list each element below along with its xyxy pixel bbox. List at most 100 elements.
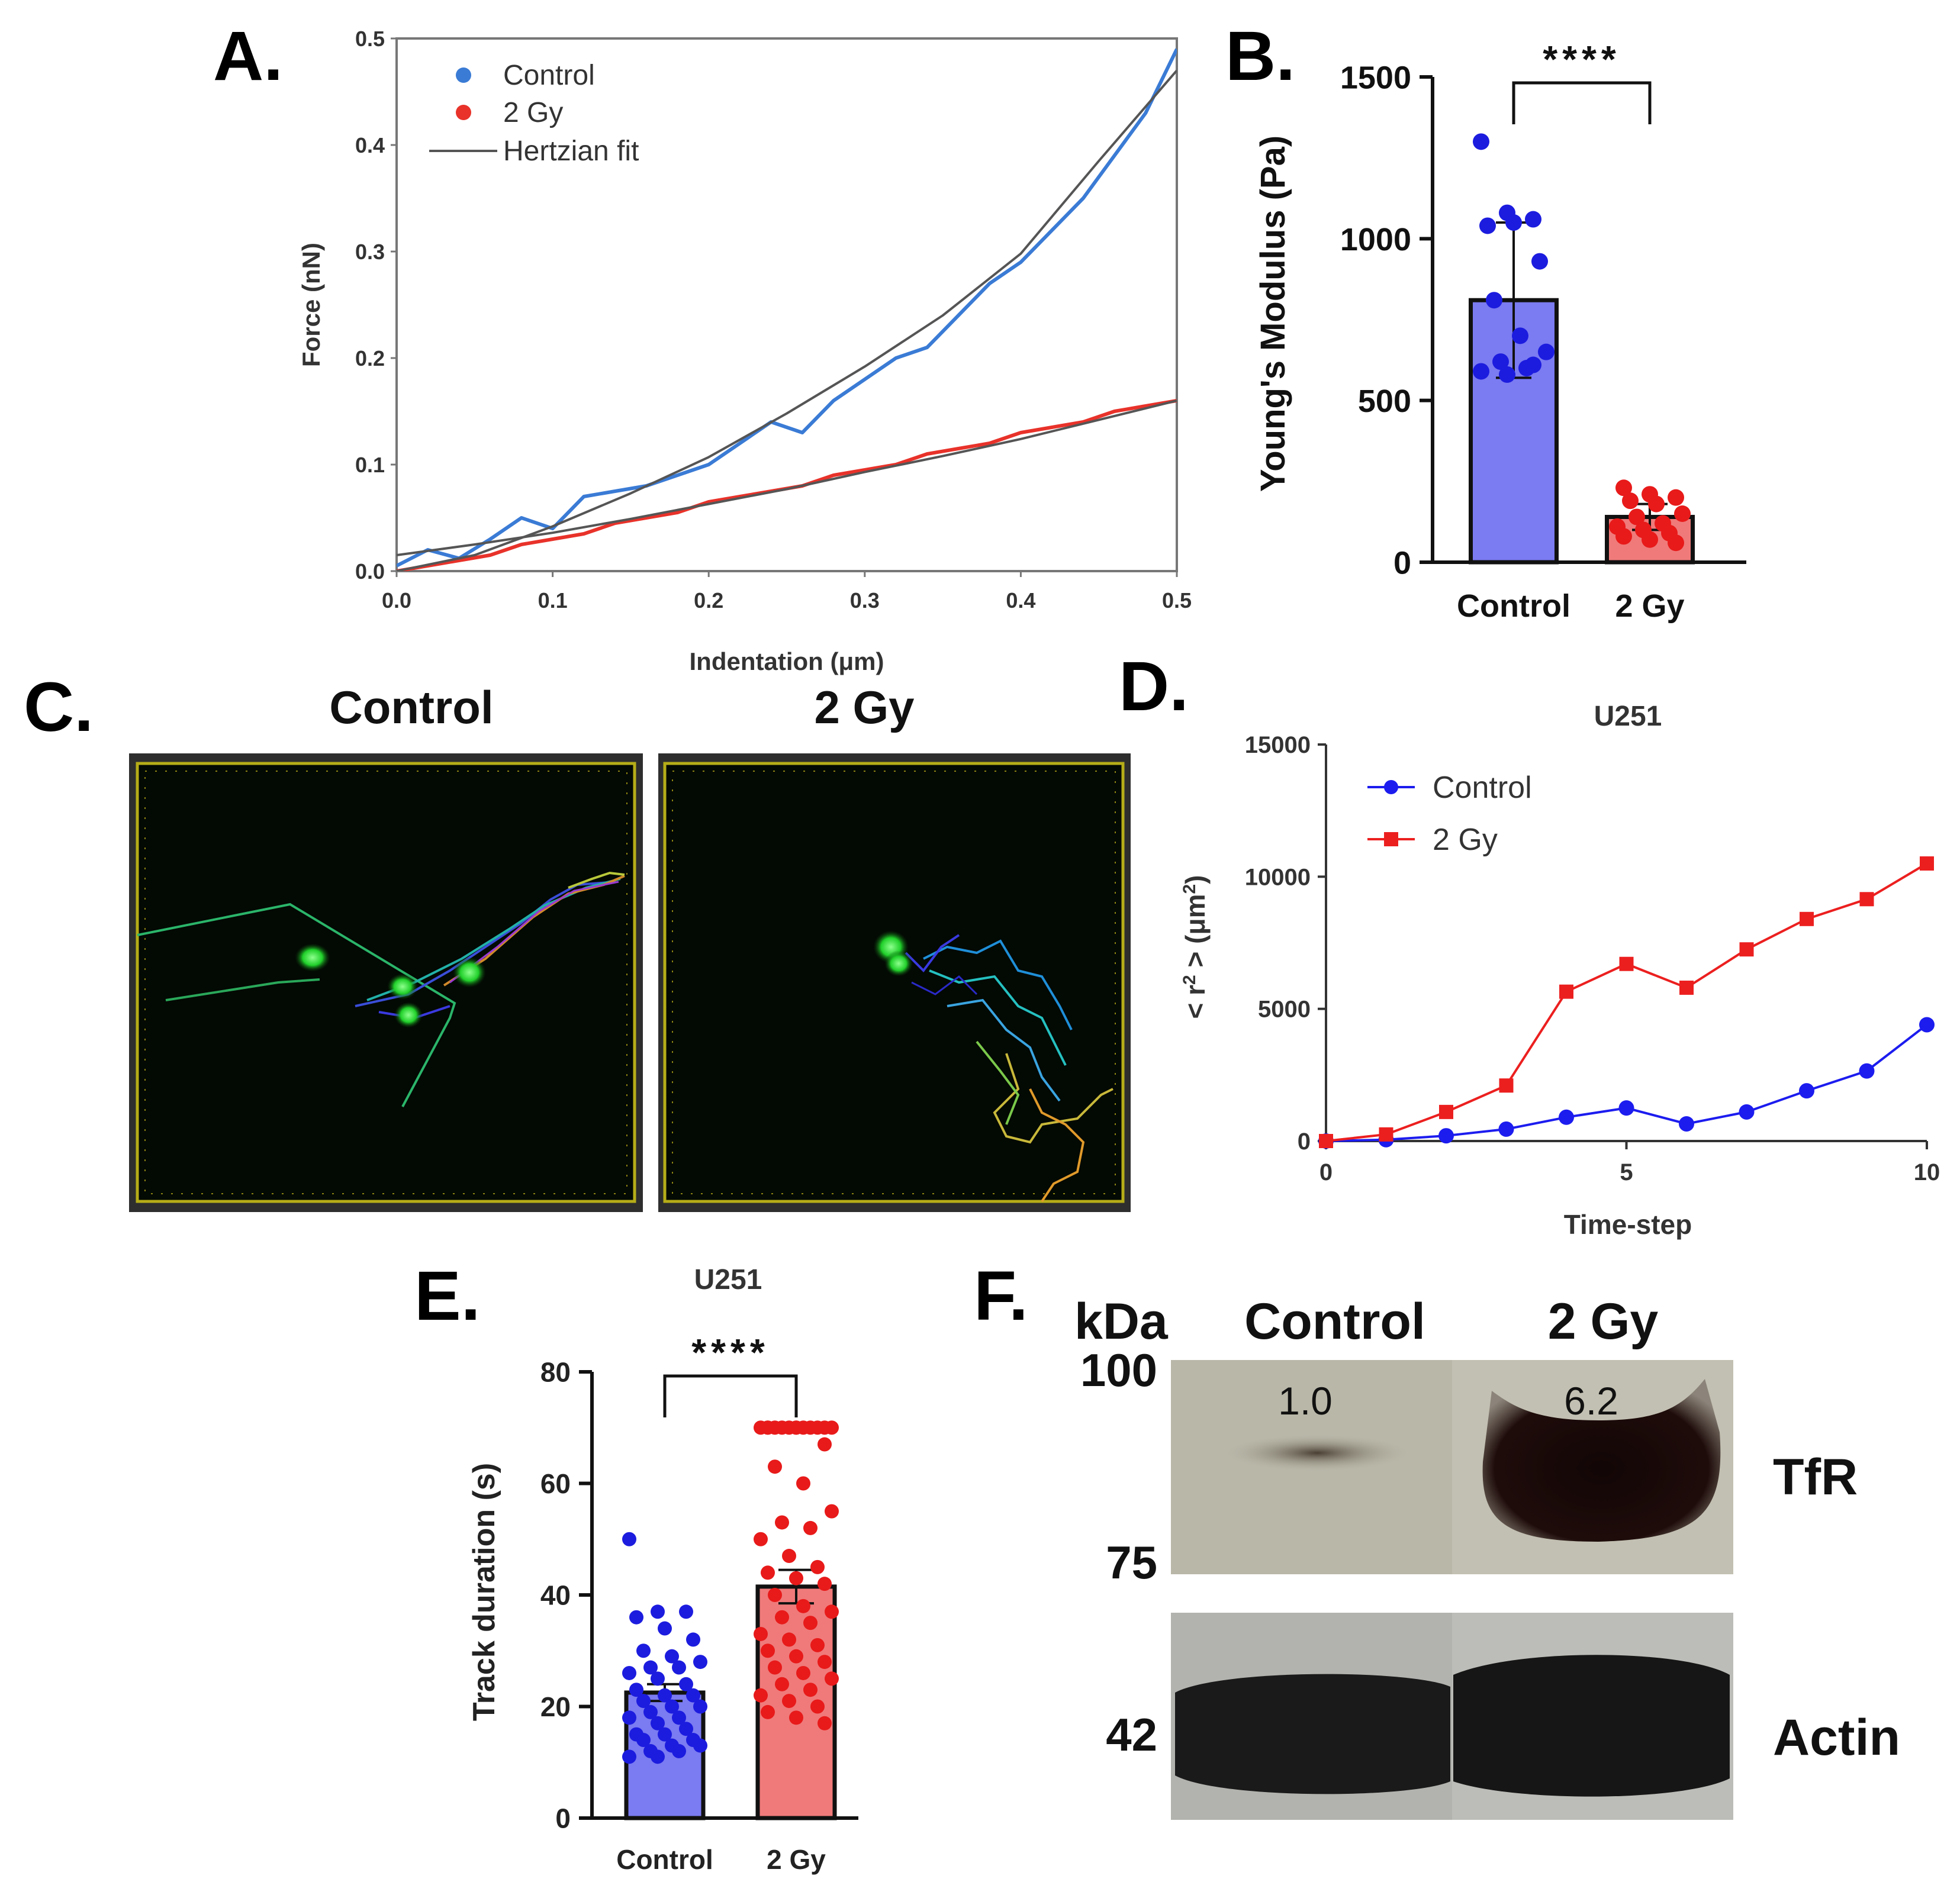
e-data-point (679, 1722, 693, 1736)
d-legend-control-label: Control (1433, 771, 1532, 805)
panel-a-xlabel: Indentation (μm) (690, 647, 884, 675)
e-data-point (810, 1638, 825, 1652)
d-legend-2gy-label: 2 Gy (1433, 823, 1498, 857)
e-data-point (775, 1610, 789, 1625)
blot-marker-100: 100 (1080, 1344, 1157, 1396)
d-series-2gy-point (1499, 1078, 1514, 1093)
e-data-point (761, 1420, 775, 1435)
d-series-control-point (1679, 1116, 1694, 1132)
e-bar-control (624, 1690, 706, 1820)
panel-letter-f: F. (974, 1257, 1028, 1335)
a-xtick-label: 0.3 (850, 588, 880, 613)
b-data-point (1473, 363, 1489, 380)
legend-fit-label: Hertzian fit (503, 136, 639, 167)
b-data-point (1668, 489, 1684, 506)
e-data-point (789, 1649, 803, 1664)
e-data-point (789, 1571, 803, 1585)
e-data-point (782, 1549, 796, 1564)
e-data-point (789, 1420, 803, 1435)
d-series-control-point (1618, 1100, 1634, 1116)
e-data-point (761, 1704, 775, 1719)
d-series-2gy-point (1379, 1127, 1393, 1142)
e-data-point (693, 1738, 707, 1753)
e-data-point (672, 1744, 686, 1758)
panel-e-ylabel: Track duration (s) (467, 1463, 501, 1721)
b-data-point (1479, 217, 1496, 234)
e-data-point (768, 1588, 782, 1602)
b-data-point (1486, 292, 1502, 309)
d-ylabel-part1: < r (1180, 985, 1211, 1019)
e-data-point (754, 1532, 768, 1546)
e-data-point (672, 1660, 686, 1675)
b-data-point (1615, 528, 1632, 545)
e-data-point (622, 1749, 636, 1764)
e-data-point (796, 1476, 810, 1491)
b-data-point (1615, 479, 1632, 497)
d-ytick-label: 15000 (1245, 732, 1311, 758)
b-data-point (1505, 214, 1522, 231)
e-data-point (803, 1616, 818, 1630)
e-data-point (803, 1520, 818, 1535)
panel-letter-b: B. (1225, 17, 1295, 95)
e-data-point (622, 1665, 636, 1680)
e-ytick-label: 0 (555, 1803, 571, 1834)
panel-c-image-2gy (658, 753, 1131, 1212)
e-data-point (825, 1420, 839, 1435)
a-ytick-label: 0.1 (355, 453, 385, 477)
d-series-control-point (1799, 1083, 1814, 1099)
d-ytick-label: 0 (1298, 1129, 1311, 1155)
panel-d-ylabel: < r2 > (μm2) (1180, 875, 1211, 1019)
panel-letter-a: A. (213, 17, 283, 95)
b-ytick-label: 1000 (1340, 222, 1411, 257)
e-data-point (810, 1420, 825, 1435)
d-series-control-point (1438, 1128, 1454, 1144)
blot-quant-control: 1.0 (1278, 1379, 1333, 1423)
d-series-2gy-point (1619, 956, 1634, 971)
b-data-point (1525, 356, 1541, 373)
e-data-point (775, 1515, 789, 1530)
d-series-control-point (1919, 1017, 1935, 1033)
e-data-point (775, 1677, 789, 1691)
panel-d-xlabel: Time-step (1564, 1209, 1692, 1240)
e-data-point (658, 1727, 672, 1742)
e-ytick-label: 40 (540, 1580, 571, 1611)
blot-lane-control: Control (1244, 1293, 1425, 1350)
panel-d-legend: Control 2 Gy (1367, 771, 1532, 857)
e-data-point (622, 1710, 636, 1725)
e-data-point (782, 1694, 796, 1709)
e-significance-stars: **** (691, 1331, 770, 1374)
e-data-point (651, 1671, 665, 1686)
e-data-point (754, 1626, 768, 1641)
b-data-point (1512, 327, 1528, 344)
e-data-point (622, 1532, 636, 1546)
panel-d-title: U251 (1594, 701, 1662, 732)
e-data-point (651, 1749, 665, 1764)
e-data-point (636, 1643, 651, 1658)
a-series-control-line (397, 48, 1177, 568)
legend-control-marker (456, 67, 471, 83)
panel-letter-c: C. (24, 668, 94, 746)
e-data-point (818, 1577, 832, 1591)
e-data-point (643, 1660, 658, 1675)
d-ytick-label: 5000 (1258, 997, 1311, 1023)
blot-lane-2gy: 2 Gy (1548, 1293, 1659, 1350)
e-data-point (803, 1683, 818, 1697)
d-xtick-label: 0 (1319, 1159, 1333, 1185)
d-ylabel-part3: ) (1180, 875, 1211, 884)
e-data-point (789, 1710, 803, 1725)
d-ylabel-sup2: 2 (1180, 884, 1199, 894)
panel-e-title: U251 (694, 1264, 762, 1296)
e-data-point (636, 1733, 651, 1748)
panel-c-title-control: Control (329, 681, 493, 733)
blot-tfr-membrane (1171, 1360, 1733, 1574)
panel-a-legend: Control 2 Gy Hertzian fit (429, 60, 639, 167)
b-ytick-label: 500 (1358, 384, 1411, 419)
a-ytick-label: 0.0 (355, 559, 385, 584)
b-data-point (1499, 366, 1515, 383)
e-data-point (693, 1699, 707, 1714)
b-category-label: 2 Gy (1615, 588, 1684, 624)
e-data-point (825, 1504, 839, 1519)
e-data-point (818, 1716, 832, 1730)
a-series-hertzian-fit (397, 399, 1177, 556)
e-category-label: Control (616, 1844, 713, 1875)
